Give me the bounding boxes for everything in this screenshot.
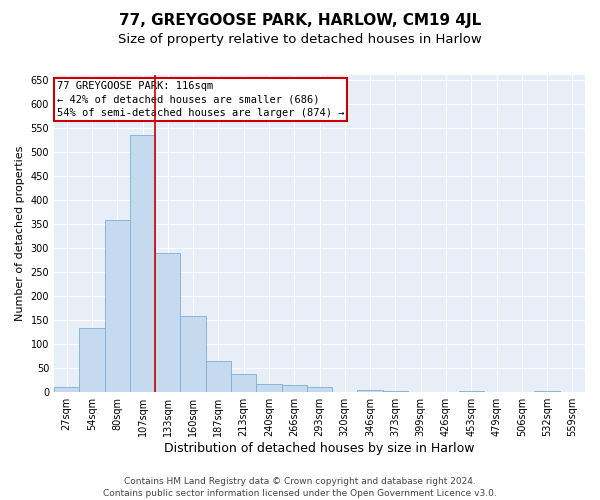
- Bar: [281, 385, 307, 392]
- Bar: [79, 328, 104, 392]
- X-axis label: Distribution of detached houses by size in Harlow: Distribution of detached houses by size …: [164, 442, 475, 455]
- Text: 77, GREYGOOSE PARK, HARLOW, CM19 4JL: 77, GREYGOOSE PARK, HARLOW, CM19 4JL: [119, 12, 481, 28]
- Bar: [256, 384, 281, 392]
- Bar: [206, 361, 231, 392]
- Bar: [458, 391, 484, 392]
- Bar: [104, 220, 130, 392]
- Bar: [181, 316, 206, 392]
- Bar: [231, 374, 256, 392]
- Y-axis label: Number of detached properties: Number of detached properties: [15, 146, 25, 322]
- Text: 77 GREYGOOSE PARK: 116sqm
← 42% of detached houses are smaller (686)
54% of semi: 77 GREYGOOSE PARK: 116sqm ← 42% of detac…: [56, 82, 344, 118]
- Bar: [535, 391, 560, 392]
- Bar: [130, 135, 155, 392]
- Bar: [54, 388, 79, 392]
- Text: Contains HM Land Registry data © Crown copyright and database right 2024.
Contai: Contains HM Land Registry data © Crown c…: [103, 476, 497, 498]
- Text: Size of property relative to detached houses in Harlow: Size of property relative to detached ho…: [118, 32, 482, 46]
- Bar: [358, 390, 383, 392]
- Bar: [307, 388, 332, 392]
- Bar: [155, 253, 181, 392]
- Bar: [383, 391, 408, 392]
